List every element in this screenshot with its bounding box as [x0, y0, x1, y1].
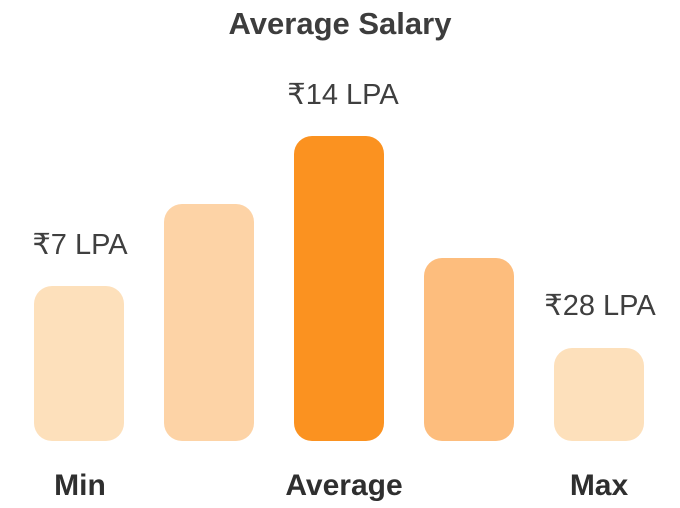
bar-2: [164, 204, 254, 441]
min-bar: [34, 286, 124, 441]
bar-4: [424, 258, 514, 441]
max-bar: [554, 348, 644, 441]
min-value-label: ₹7 LPA: [32, 229, 128, 261]
average-bar: [294, 136, 384, 441]
average-category-label: Average: [285, 469, 403, 502]
average-value-label: ₹14 LPA: [287, 79, 399, 111]
min-category-label: Min: [54, 469, 106, 502]
max-category-label: Max: [569, 469, 629, 502]
chart-title: Average Salary: [228, 6, 452, 41]
max-value-label: ₹28 LPA: [544, 290, 656, 322]
